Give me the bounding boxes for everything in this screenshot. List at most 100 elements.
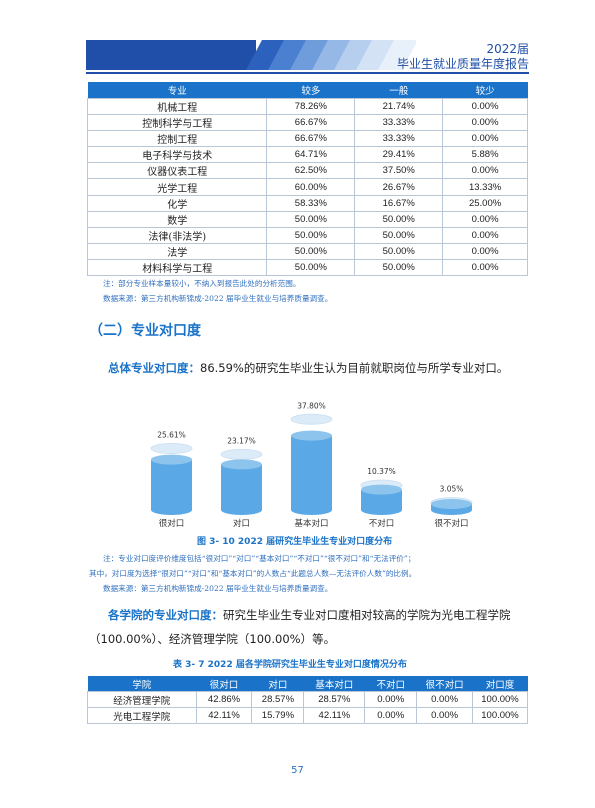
college-text-1: 研究生毕业生专业对口度相对较高的学院为光电工程学院 [223, 608, 511, 622]
table-note: 注：部分专业样本量较小，不纳入到报告此处的分析范围。 [103, 279, 301, 288]
header-title: 毕业生就业质量年度报告 [396, 57, 529, 71]
category-label: 基本对口 [294, 518, 328, 529]
category-label: 对口 [233, 518, 250, 529]
overall-lead: 总体专业对口度： [108, 361, 200, 375]
category-label: 很对口 [159, 518, 185, 529]
table-cell: 50.00% [354, 258, 444, 277]
header-year: 2022届 [486, 42, 529, 56]
column-header: 较少 [442, 82, 528, 99]
table-cell: 78.26% [266, 97, 356, 116]
table-cell: 33.33% [354, 130, 444, 148]
figure-caption: 图 3- 10 2022 届研究生毕业生专业对口度分布 [197, 537, 393, 547]
table-cell: 42.86% [195, 691, 253, 708]
column-header: 一般 [354, 82, 443, 99]
value-label: 37.80% [297, 401, 326, 410]
row-label: 法学 [86, 242, 268, 260]
row-label: 光电工程学院 [87, 707, 197, 724]
row-label: 数学 [86, 210, 268, 228]
bar-1 [220, 448, 263, 515]
table-cell: 0.00% [416, 691, 474, 708]
table-cell: 25.00% [442, 194, 528, 212]
table-cell: 42.11% [195, 707, 253, 724]
table-cell: 42.11% [303, 707, 366, 724]
table-cell: 26.67% [354, 178, 444, 196]
table-cell: 0.00% [442, 242, 528, 260]
bar-3 [360, 479, 403, 515]
column-header: 很不对口 [416, 676, 473, 692]
table-cell: 60.00% [266, 178, 356, 196]
table-row: 仪器仪表工程 62.50% 37.50% 0.00% [86, 162, 528, 180]
table-cell: 28.57% [303, 691, 366, 708]
table-cell: 66.67% [266, 130, 356, 148]
table-row: 数学 50.00% 50.00% 0.00% [86, 210, 528, 228]
value-label: 3.05% [440, 485, 464, 494]
column-header: 对口度 [472, 676, 528, 692]
table-row: 控制科学与工程 66.67% 33.33% 0.00% [86, 114, 528, 132]
table-cell: 0.00% [442, 130, 528, 148]
college-lead: 各学院的专业对口度： [108, 608, 223, 622]
major-table: 专业 较多 一般 较少 机械工程 78.26% 21.74% 0.00% 控制科学与工程 66.… [86, 82, 528, 277]
table-cell: 16.67% [354, 194, 444, 212]
table-cell: 62.50% [266, 162, 356, 180]
college-text-2: （100.00%）、经济管理学院（100.00%）等。 [89, 632, 336, 646]
row-label: 经济管理学院 [87, 691, 197, 708]
table-cell: 50.00% [266, 242, 356, 260]
table-cell: 50.00% [266, 226, 356, 244]
table-cell: 50.00% [266, 258, 356, 277]
table-cell: 21.74% [354, 97, 444, 116]
overall-text: 86.59%的研究生毕业生认为目前就职岗位与所学专业对口。 [200, 361, 509, 375]
column-header: 基本对口 [303, 676, 365, 692]
table-row: 控制工程 66.67% 33.33% 0.00% [86, 130, 528, 148]
value-label: 25.61% [157, 431, 186, 440]
table-cell: 100.00% [472, 707, 528, 724]
table-cell: 5.88% [442, 146, 528, 164]
row-label: 控制科学与工程 [86, 114, 268, 132]
header-banner [86, 40, 416, 70]
table-cell: 15.79% [251, 707, 305, 724]
table-row: 机械工程 78.26% 21.74% 0.00% [86, 97, 528, 116]
table-row: 化学 58.33% 16.67% 25.00% [86, 194, 528, 212]
table-cell: 66.67% [266, 114, 356, 132]
college-paragraph: 各学院的专业对口度：研究生毕业生专业对口度相对较高的学院为光电工程学院 [108, 607, 511, 623]
bar-0 [150, 443, 193, 515]
category-label: 不对口 [369, 518, 395, 529]
table-cell: 64.71% [266, 146, 356, 164]
row-label: 控制工程 [86, 130, 268, 148]
table-cell: 0.00% [442, 226, 528, 244]
table-source: 数据来源：第三方机构新锦成-2022 届毕业生就业与培养质量调查。 [103, 294, 333, 303]
table-cell: 33.33% [354, 114, 444, 132]
table-row: 光电工程学院 42.11% 15.79% 42.11% 0.00% 0.00% 100.00… [87, 707, 528, 724]
table-cell: 28.57% [251, 691, 305, 708]
table-row: 法律(非法学) 50.00% 50.00% 0.00% [86, 226, 528, 244]
table-cell: 0.00% [442, 114, 528, 132]
column-header: 对口 [251, 676, 304, 692]
value-label: 23.17% [227, 436, 256, 445]
table-row: 经济管理学院 42.86% 28.57% 28.57% 0.00% 0.00% 100.00… [87, 691, 528, 708]
overall-paragraph: 总体专业对口度：86.59%的研究生毕业生认为目前就职岗位与所学专业对口。 [108, 360, 508, 376]
row-label: 光学工程 [86, 178, 268, 196]
table-cell: 50.00% [354, 210, 444, 228]
table-cell: 29.41% [354, 146, 444, 164]
page-number: 57 [291, 765, 304, 776]
column-header: 很对口 [196, 676, 252, 692]
column-header: 不对口 [364, 676, 417, 692]
bar-2 [290, 413, 333, 515]
table-row: 电子科学与技术 64.71% 29.41% 5.88% [86, 146, 528, 164]
row-label: 法律(非法学) [86, 226, 268, 244]
column-header: 专业 [87, 82, 267, 99]
row-label: 仪器仪表工程 [86, 162, 268, 180]
row-label: 材料科学与工程 [86, 258, 268, 277]
table-cell: 0.00% [442, 97, 528, 116]
table-row: 材料科学与工程 50.00% 50.00% 0.00% [86, 258, 528, 277]
table-cell: 50.00% [354, 242, 444, 260]
row-label: 机械工程 [86, 97, 268, 116]
table-cell: 0.00% [364, 691, 418, 708]
column-header: 学院 [87, 676, 197, 692]
table-cell: 58.33% [266, 194, 356, 212]
table-cell: 13.33% [442, 178, 528, 196]
chart-note-line1: 注：专业对口度评价维度包括“很对口”“对口”“基本对口”“不对口”“很不对口”和… [103, 554, 416, 563]
table-cell: 0.00% [442, 210, 528, 228]
table-cell: 50.00% [266, 210, 356, 228]
row-label: 化学 [86, 194, 268, 212]
row-label: 电子科学与技术 [86, 146, 268, 164]
